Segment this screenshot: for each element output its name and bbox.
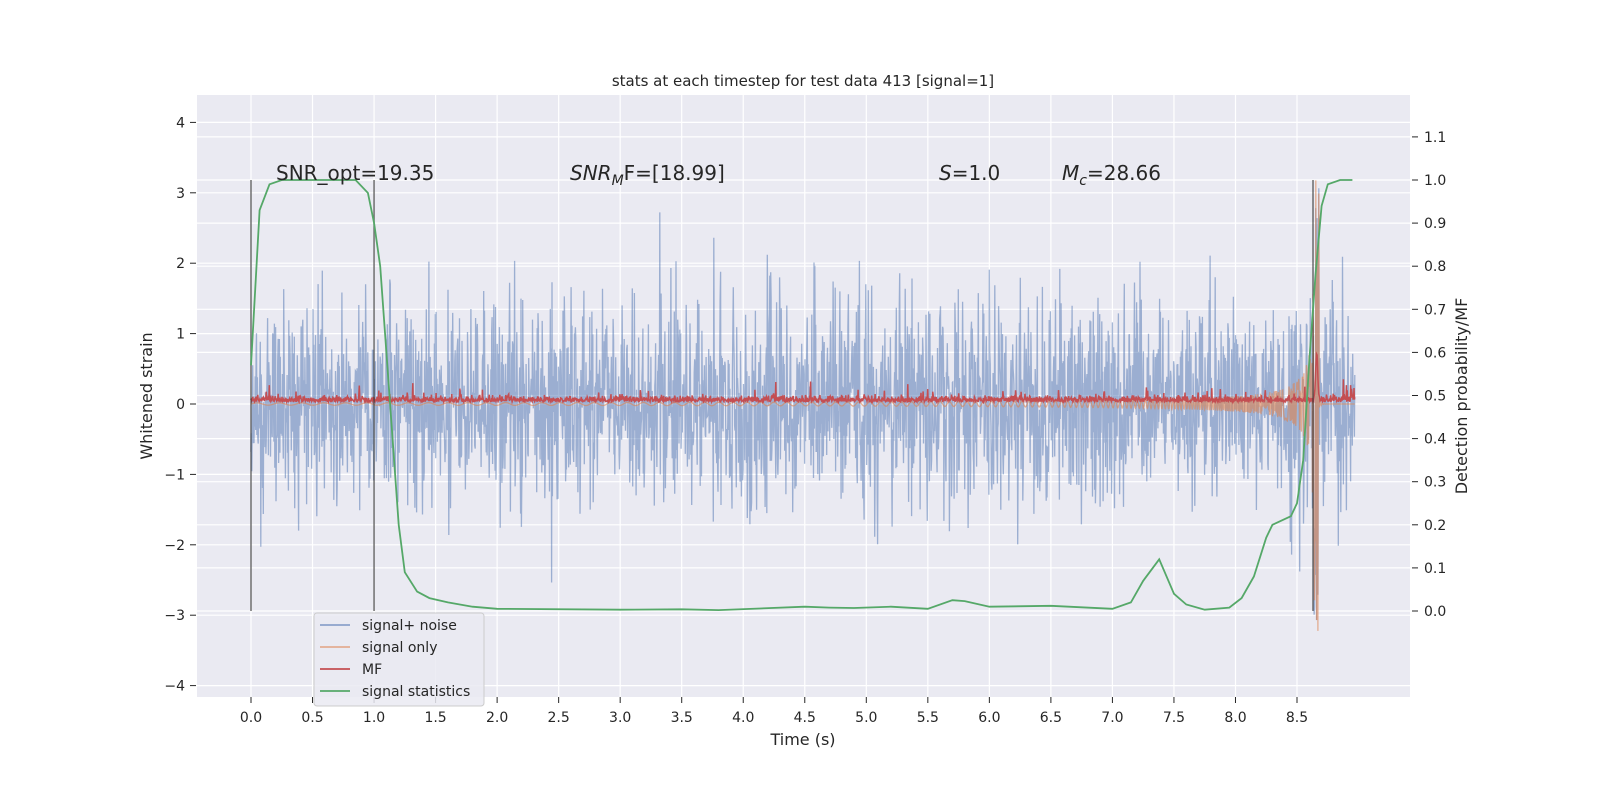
x-tick-label: 7.0 [1101,710,1123,726]
x-tick-label: 8.5 [1286,710,1308,726]
series-signal-only [250,180,1355,631]
y-tick-label: −1 [164,467,185,483]
y2-tick-label: 0.8 [1424,259,1446,275]
legend-label: signal+ noise [362,618,457,634]
y-axis-label: Whitened strain [137,332,156,459]
series-mf [250,351,1356,405]
legend-label: signal only [362,640,437,656]
legend-box [313,612,485,707]
y2-tick-label: 0.0 [1424,604,1446,620]
x-tick-label: 3.5 [671,710,693,726]
x-tick-label: 2.0 [486,710,508,726]
mc-symbol: M [1062,161,1079,185]
x-tick-label: 3.0 [609,710,631,726]
y-tick-label: 4 [176,115,185,131]
y2-tick-label: 0.9 [1424,216,1446,232]
y-tick-label: 2 [176,256,185,272]
y-tick-label: −3 [164,608,185,624]
x-tick-label: 6.5 [1040,710,1062,726]
annotation-snr-opt: SNR_opt=19.35 [276,161,434,185]
y2-tick-label: 0.3 [1424,475,1446,491]
y2-tick-label: 1.1 [1424,130,1446,146]
x-axis-label: Time (s) [769,730,835,749]
snr-mf-value: F=[18.99] [624,161,725,185]
y2-tick-label: 0.1 [1424,561,1446,577]
x-tick-label: 4.5 [794,710,816,726]
legend: signal+ noise signal only MF signal statist… [313,612,485,707]
snr-subscript: M [612,173,624,189]
x-tick-label: 6.0 [978,710,1000,726]
x-tick-label: 5.5 [917,710,939,726]
mc-value: =28.66 [1087,161,1161,185]
x-tick-label: 5.0 [855,710,877,726]
y2-tick-label: 0.6 [1424,345,1446,361]
y2-tick-label: 0.4 [1424,432,1446,448]
annotation-s: S=1.0 [939,161,1000,185]
x-tick-label: 7.5 [1163,710,1185,726]
x-tick-label: 1.5 [424,710,446,726]
legend-label: signal statistics [362,684,470,700]
s-symbol: S [939,161,952,185]
y2-tick-label: 0.5 [1424,389,1446,405]
x-tick-label: 0.0 [240,710,262,726]
x-tick-label: 0.5 [301,710,323,726]
legend-label: MF [362,662,382,678]
s-value: =1.0 [952,161,1001,185]
y-tick-label: 1 [176,327,185,343]
y2-tick-label: 0.7 [1424,302,1446,318]
x-tick-label: 8.0 [1224,710,1246,726]
y-tick-label: 3 [176,186,185,202]
annotation-snr-mf: SNRMF=[18.99] [570,161,725,189]
y-tick-label: −4 [164,679,185,695]
x-tick-label: 4.0 [732,710,754,726]
y2-tick-label: 1.0 [1424,173,1446,189]
y-tick-label: −2 [164,538,185,554]
mc-subscript: c [1079,173,1087,189]
y2-axis-label: Detection probability/MF [1452,298,1471,495]
annotation-mc: Mc=28.66 [1062,161,1161,189]
series-signal-statistics [250,179,1353,612]
y2-tick-label: 0.2 [1424,518,1446,534]
chart-title: stats at each timestep for test data 413… [612,72,994,90]
snr-symbol: SNR [570,161,612,185]
x-tick-label: 2.5 [548,710,570,726]
x-tick-label: 1.0 [363,710,385,726]
y-tick-label: 0 [176,397,185,413]
